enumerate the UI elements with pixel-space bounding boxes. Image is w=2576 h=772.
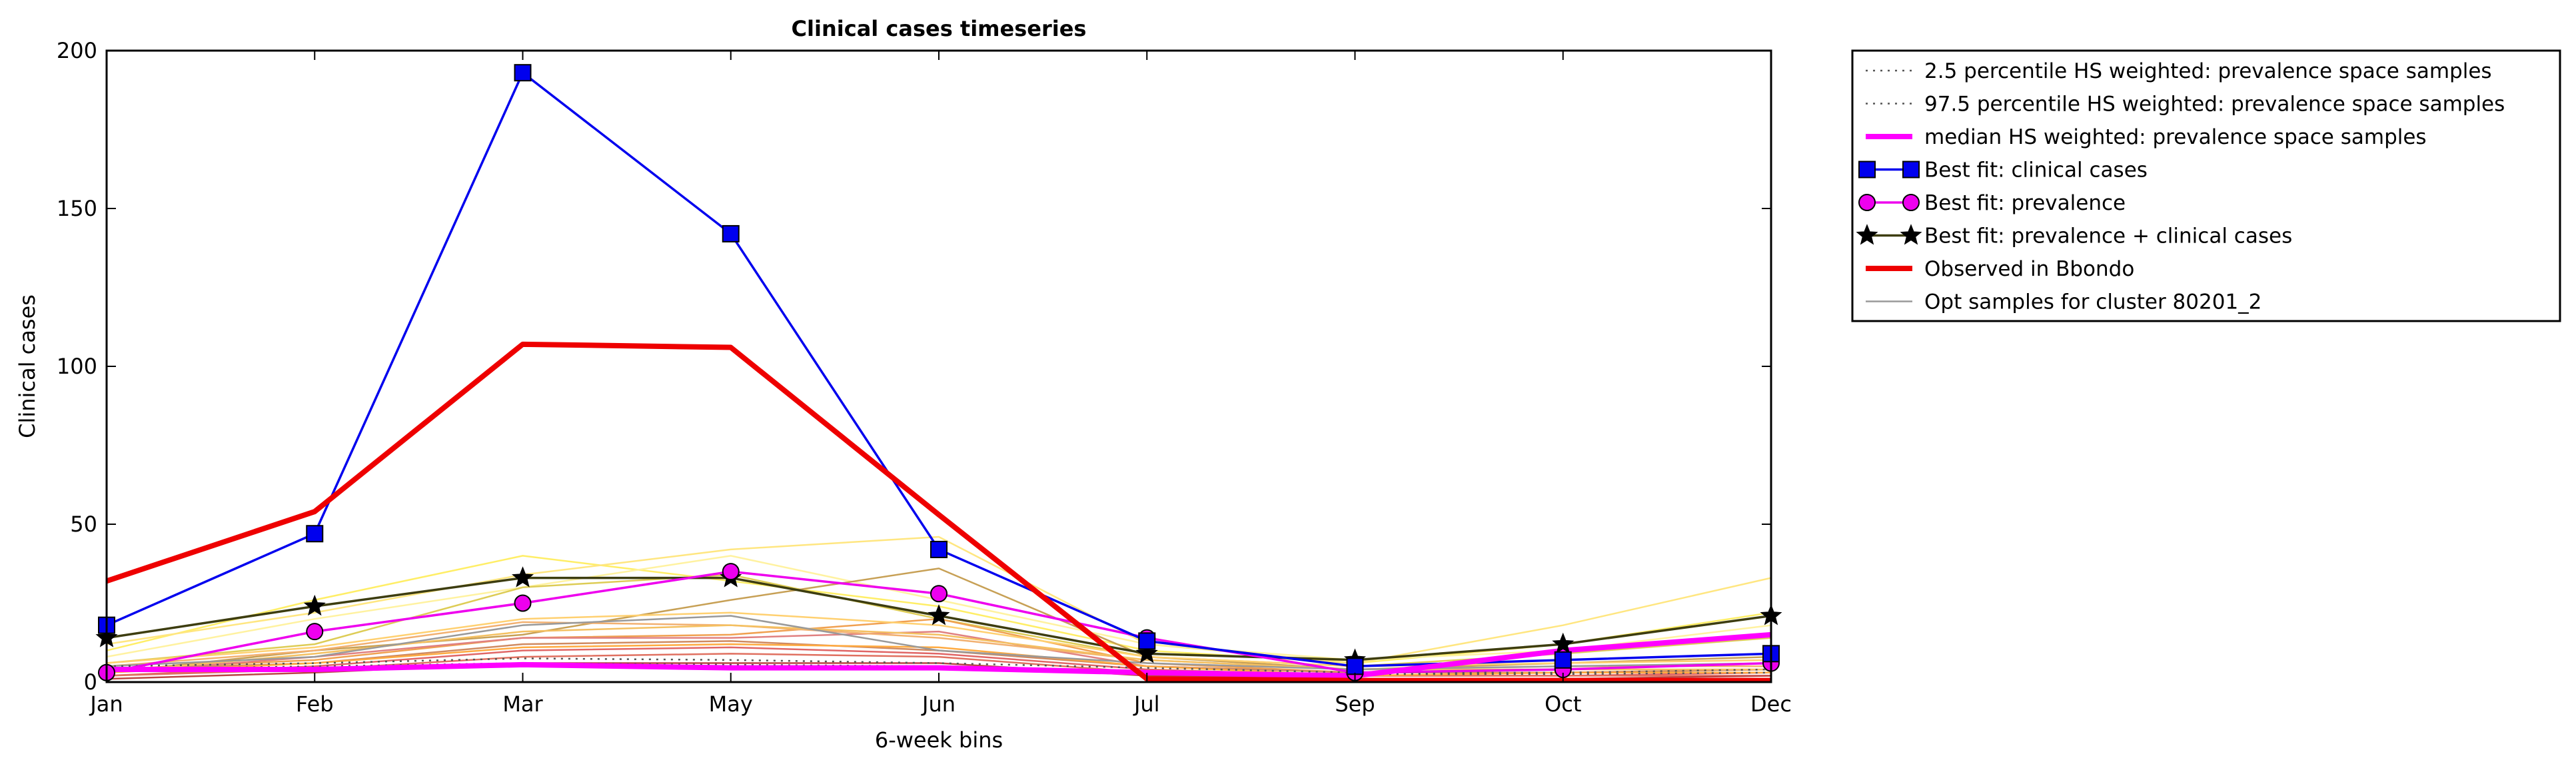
- series-5-point-3: [514, 594, 532, 612]
- series-4-point-3: [514, 64, 532, 82]
- series-6-point-3: [511, 566, 534, 587]
- y-tick-label-3: 100: [57, 354, 97, 379]
- series-4-point-7: [1346, 657, 1364, 675]
- x-tick-label-8: Oct: [1545, 691, 1581, 717]
- x-tick-label-7: Sep: [1335, 691, 1375, 717]
- legend-label-7: Observed in Bbondo: [1924, 257, 2134, 281]
- legend-marker-a-5: [1858, 194, 1876, 211]
- x-axis-label: 6-week bins: [875, 727, 1003, 753]
- series-5-point-2: [306, 623, 324, 641]
- series-6-point-5: [928, 604, 950, 625]
- y-axis: 0 50 100 150 200: [57, 38, 1771, 695]
- legend-marker-b-5: [1902, 194, 1920, 211]
- series-6-point-8: [1552, 632, 1575, 654]
- legend-label-6: Best fit: prevalence + clinical cases: [1924, 224, 2292, 248]
- series-line-3: [107, 631, 1771, 679]
- legend-marker-b-6: [1900, 224, 1922, 245]
- series-line-1: [107, 662, 1771, 675]
- x-tick-label-1: Jan: [89, 691, 123, 717]
- x-tick-label-9: Dec: [1750, 691, 1792, 717]
- y-tick-label-1: 0: [84, 669, 97, 695]
- legend-label-5: Best fit: prevalence: [1924, 191, 2126, 215]
- legend-label-4: Best fit: clinical cases: [1924, 159, 2148, 183]
- chart-title: Clinical cases timeseries: [792, 16, 1087, 41]
- x-tick-label-5: Jun: [921, 691, 956, 717]
- legend-label-2: 97.5 percentile HS weighted: prevalence …: [1924, 93, 2505, 117]
- series-4-point-4: [722, 224, 740, 242]
- x-tick-label-2: Feb: [296, 691, 334, 717]
- legend-box: [1851, 49, 2561, 322]
- y-tick-label-2: 50: [70, 512, 97, 537]
- legend: 2.5 percentile HS weighted: prevalence s…: [1851, 49, 2561, 322]
- legend-label-8: Opt samples for cluster 80201_2: [1924, 290, 2261, 314]
- x-axis: Jan Feb Mar May Jun Jul Sep Oct Dec: [89, 51, 1792, 717]
- sample-line-2: [107, 536, 1771, 664]
- series-4-point-6: [1138, 632, 1156, 650]
- series-line-7: [107, 341, 1771, 682]
- x-tick-label-3: Mar: [502, 691, 543, 717]
- series-line-8: [107, 615, 1771, 671]
- series-4-point-2: [306, 525, 324, 543]
- series-4-point-5: [930, 540, 948, 558]
- legend-marker-a-6: [1856, 224, 1878, 245]
- legend-marker-a-4: [1858, 161, 1876, 179]
- series-5-point-4: [722, 563, 740, 581]
- legend-marker-b-4: [1902, 161, 1920, 179]
- y-tick-label-5: 200: [57, 38, 97, 63]
- legend-label-3: median HS weighted: prevalence space sam…: [1924, 125, 2427, 149]
- x-tick-label-4: May: [709, 691, 753, 717]
- sample-line-12: [107, 611, 1771, 667]
- series-4-point-8: [1554, 651, 1572, 669]
- legend-label-1: 2.5 percentile HS weighted: prevalence s…: [1924, 59, 2492, 83]
- x-tick-label-6: Jul: [1133, 691, 1160, 717]
- series-6-point-2: [303, 594, 326, 616]
- series-5-point-5: [930, 585, 948, 603]
- y-axis-label: Clinical cases: [15, 294, 40, 438]
- sample-line-5: [107, 568, 1771, 674]
- markers-layer: [95, 64, 1782, 681]
- series-6-point-6: [1135, 641, 1158, 663]
- series-line-2: [107, 657, 1771, 674]
- y-tick-label-4: 150: [57, 196, 97, 221]
